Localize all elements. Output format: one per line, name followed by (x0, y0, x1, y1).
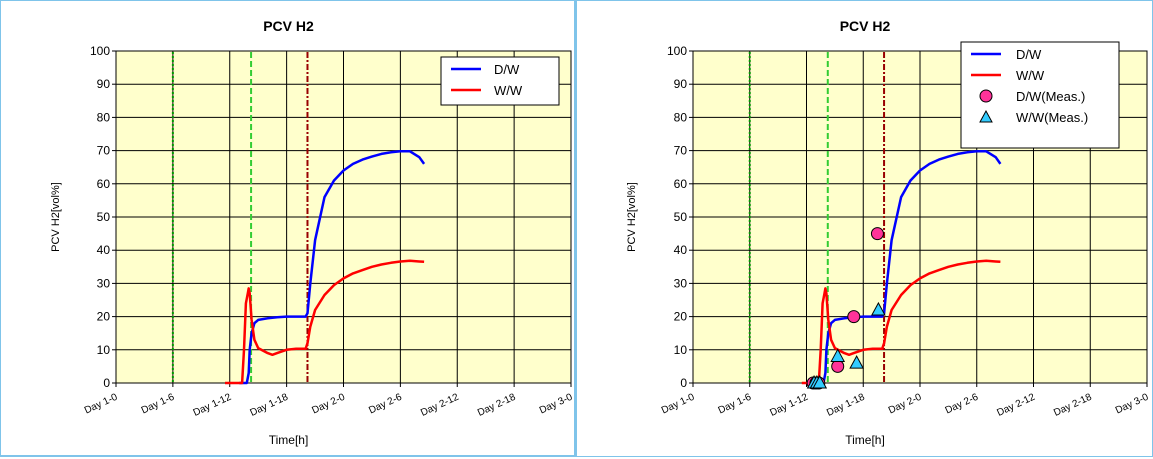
legend-label: W/W (494, 83, 523, 98)
x-tick-label: Day 3-0 (1114, 392, 1151, 417)
x-tick-label: Day 1-12 (768, 392, 810, 419)
legend-label: D/W (1016, 47, 1042, 62)
y-tick-label: 50 (97, 210, 111, 224)
chart-title: PCV H2 (263, 18, 314, 34)
series-line-w-w (801, 259, 1001, 385)
y-tick-label: 20 (674, 310, 688, 324)
x-tick-label: Day 1-18 (248, 392, 290, 419)
series-line-d-w (816, 150, 1002, 385)
x-tick-label: Day 3-0 (538, 392, 574, 417)
legend-label: D/W(Meas.) (1016, 89, 1085, 104)
data-point-dw-meas (831, 359, 845, 373)
y-tick-label: 20 (97, 310, 111, 324)
x-tick-label: Day 1-0 (660, 392, 697, 417)
x-tick-label: Day 2-6 (944, 392, 981, 417)
data-point-ww-meas (830, 348, 846, 362)
legend-box (440, 56, 560, 106)
y-tick-label: 80 (674, 110, 688, 124)
legend-label: D/W (494, 62, 520, 77)
data-point-ww-meas (871, 301, 886, 316)
data-point-dw-meas (847, 310, 861, 324)
y-tick-label: 10 (97, 343, 111, 357)
y-tick-label: 60 (97, 177, 111, 191)
y-tick-label: 30 (674, 276, 688, 290)
x-tick-label: Day 2-18 (1052, 392, 1094, 419)
data-point-ww-meas (849, 355, 864, 369)
legend-label: W/W (1016, 68, 1045, 83)
x-tick-label: Day 1-18 (825, 392, 867, 419)
x-tick-label: Day 2-12 (995, 392, 1037, 419)
x-axis-label: Time[h] (269, 433, 309, 447)
chart-panel-left: PCV H2 0 10 20 30 40 50 60 70 80 90 100 Day 1-0 Day 1… (0, 0, 576, 457)
legend-label: W/W(Meas.) (1016, 110, 1088, 125)
y-tick-label: 40 (674, 243, 688, 257)
x-tick-label: Day 2-12 (419, 392, 461, 419)
x-tick-label: Day 1-0 (83, 392, 120, 417)
series-line-w-w (225, 259, 425, 385)
chart-panel-right: PCV H2 0 10 20 30 40 50 60 70 80 90 100 Day 1-0 Day 1… (576, 0, 1153, 457)
y-tick-label: 60 (674, 177, 688, 191)
x-tick-label: Day 2-6 (367, 392, 404, 417)
y-tick-label: 70 (97, 144, 111, 158)
y-tick-label: 90 (674, 77, 688, 91)
chart-right: PCV H2 0 10 20 30 40 50 60 70 80 90 100 Day 1-0 Day 1… (626, 18, 1151, 447)
y-tick-label: 10 (674, 343, 688, 357)
y-axis-label: PCV H2[vol%] (50, 182, 62, 252)
y-tick-label: 0 (680, 376, 687, 390)
y-tick-label: 0 (103, 376, 110, 390)
y-tick-label: 50 (674, 210, 688, 224)
y-tick-label: 100 (90, 44, 110, 58)
x-tick-label: Day 2-0 (887, 392, 924, 417)
y-tick-label: 30 (97, 276, 111, 290)
legend-swatch-circle (979, 89, 993, 103)
x-axis-label: Time[h] (845, 433, 885, 447)
chart-left: PCV H2 0 10 20 30 40 50 60 70 80 90 100 Day 1-0 Day 1… (50, 18, 574, 447)
x-tick-label: Day 1-6 (140, 392, 177, 417)
legend-swatch-triangle (979, 109, 993, 123)
x-tick-label: Day 2-0 (310, 392, 347, 417)
x-tick-label: Day 2-18 (476, 392, 518, 419)
chart-title: PCV H2 (840, 18, 891, 34)
x-tick-label: Day 1-6 (717, 392, 754, 417)
x-tick-label: Day 1-12 (192, 392, 234, 419)
series-line-d-w (239, 150, 426, 385)
y-tick-label: 40 (97, 243, 111, 257)
y-tick-label: 90 (97, 77, 111, 91)
y-tick-label: 100 (667, 44, 687, 58)
y-tick-label: 70 (674, 144, 688, 158)
y-axis-label: PCV H2[vol%] (626, 182, 638, 252)
data-point-dw-meas (870, 227, 884, 241)
y-tick-label: 80 (97, 110, 111, 124)
data-point-ww-meas (812, 374, 828, 389)
